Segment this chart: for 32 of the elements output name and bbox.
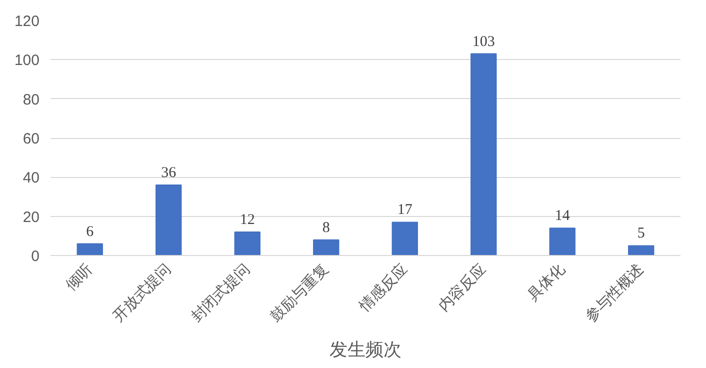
bar: [234, 232, 260, 256]
bar: [313, 239, 340, 256]
y-tick-label: 40: [22, 170, 40, 187]
y-tick-label: 0: [31, 248, 40, 265]
data-label: 12: [240, 212, 255, 228]
bar: [549, 228, 576, 256]
x-tick-label: 开放式提问: [110, 260, 175, 326]
y-tick-label: 100: [14, 52, 40, 70]
data-label: 103: [472, 34, 495, 50]
x-axis-title: 发生频次: [330, 340, 402, 360]
y-tick-label: 20: [22, 208, 40, 226]
y-tick-label: 60: [22, 130, 40, 148]
bar: [76, 243, 103, 256]
x-tick-label: 倾听: [62, 260, 96, 294]
x-tick-label: 鼓励与重复: [267, 260, 332, 326]
x-tick-label: 具体化: [524, 260, 568, 304]
data-label: 14: [554, 208, 570, 224]
x-tick-label: 情感反应: [356, 260, 411, 316]
data-label: 36: [161, 165, 177, 181]
data-label: 5: [637, 226, 645, 242]
bar: [392, 222, 418, 256]
y-tick-label: 80: [22, 91, 40, 108]
data-label: 17: [397, 202, 413, 218]
data-label: 6: [86, 224, 94, 240]
data-label: 8: [322, 220, 330, 236]
bar: [156, 184, 182, 256]
y-tick-label: 120: [14, 13, 40, 30]
x-tick-label: 内容反应: [435, 260, 490, 315]
x-tick-label: 封闭式提问: [188, 260, 254, 326]
x-tick-label: 参与性概述: [582, 260, 648, 326]
bar: [470, 53, 497, 256]
bar: [628, 245, 654, 256]
